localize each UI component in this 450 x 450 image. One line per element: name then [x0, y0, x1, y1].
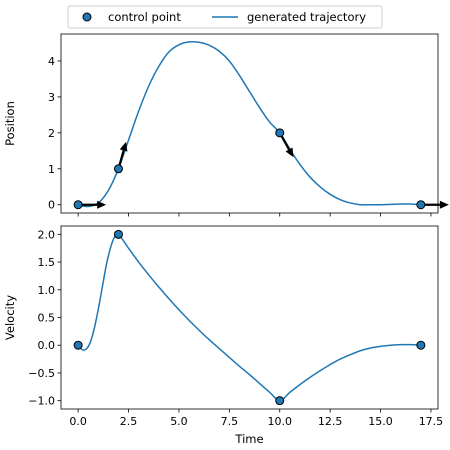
position-panel: 0 1 2 3 4 Position: [3, 33, 449, 217]
x-tick-label: 15.0: [368, 415, 393, 428]
x-tick-label: 2.5: [120, 415, 138, 428]
y-tick-label: 0.0: [38, 339, 56, 352]
y-tick-label: 1.5: [38, 256, 56, 269]
legend-label-control-point: control point: [108, 10, 181, 24]
position-control-points: [73, 128, 426, 210]
velocity-y-axis-label: Velocity: [3, 295, 17, 340]
y-tick-label: 2: [48, 127, 55, 140]
y-tick-label: 0.5: [38, 312, 56, 325]
x-tick-label: 10.0: [267, 415, 292, 428]
y-tick-label: 3: [48, 91, 55, 104]
control-point: [73, 200, 83, 210]
x-axis-label: Time: [234, 432, 263, 446]
legend-marker-control-point: [82, 12, 92, 22]
control-point: [416, 340, 426, 350]
velocity-trajectory-line: [77, 232, 421, 402]
x-tick-label: 5.0: [170, 415, 188, 428]
y-tick-label: −1.0: [28, 395, 55, 408]
x-tick-label: 0.0: [69, 415, 87, 428]
velocity-x-ticks: 0.0 2.5 5.0 7.5 10.0 12.5 15.0 17.5: [69, 409, 443, 428]
x-tick-label: 12.5: [318, 415, 343, 428]
control-point: [73, 340, 83, 350]
velocity-axes-frame: [60, 225, 439, 410]
control-point: [113, 229, 123, 239]
position-y-ticks: 0 1 2 3 4: [48, 55, 61, 212]
control-point: [275, 128, 285, 138]
y-tick-label: 1: [48, 163, 55, 176]
y-tick-label: 2.0: [38, 228, 56, 241]
velocity-arrows: [78, 132, 449, 209]
control-point: [416, 200, 426, 210]
control-point: [113, 164, 123, 174]
y-tick-label: 4: [48, 55, 55, 68]
control-point: [275, 396, 285, 406]
position-trajectory-line: [77, 40, 421, 208]
x-tick-label: 7.5: [221, 415, 239, 428]
y-tick-label: 0: [48, 199, 55, 212]
velocity-y-ticks: −1.0 −0.5 0.0 0.5 1.0 1.5 2.0: [28, 228, 61, 408]
position-y-axis-label: Position: [3, 101, 17, 146]
legend-label-trajectory: generated trajectory: [247, 10, 366, 24]
legend: control point generated trajectory: [67, 5, 383, 29]
position-axes-frame: [60, 33, 439, 214]
velocity-panel: 0.0 2.5 5.0 7.5 10.0 12.5 15.0 17.5 −1.0 −0.5 0.0…: [3, 225, 443, 446]
velocity-control-points: [73, 229, 426, 406]
x-tick-label: 17.5: [419, 415, 444, 428]
position-x-ticks: [77, 213, 432, 217]
y-tick-label: 1.0: [38, 284, 56, 297]
y-tick-label: −0.5: [28, 367, 55, 380]
